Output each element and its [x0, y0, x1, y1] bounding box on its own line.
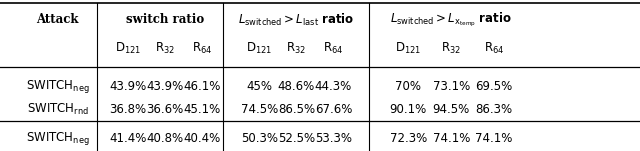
Text: 48.6%: 48.6% — [278, 80, 315, 93]
Text: 36.8%: 36.8% — [109, 103, 147, 116]
Text: $\mathrm{R}_{32}$: $\mathrm{R}_{32}$ — [441, 41, 461, 56]
Text: 46.1%: 46.1% — [184, 80, 221, 93]
Text: switch ratio: switch ratio — [126, 13, 204, 26]
Text: 86.3%: 86.3% — [476, 103, 513, 116]
Text: 86.5%: 86.5% — [278, 103, 315, 116]
Text: 36.6%: 36.6% — [147, 103, 184, 116]
Text: 74.1%: 74.1% — [433, 132, 470, 145]
Text: 45%: 45% — [246, 80, 272, 93]
Text: $L_{\rm switched} > L_{\rm last}\ \mathbf{ratio}$: $L_{\rm switched} > L_{\rm last}\ \mathb… — [238, 12, 355, 28]
Text: $\mathrm{R}_{64}$: $\mathrm{R}_{64}$ — [484, 41, 504, 56]
Text: 40.4%: 40.4% — [184, 132, 221, 145]
Text: $\mathrm{D}_{121}$: $\mathrm{D}_{121}$ — [115, 41, 141, 56]
Text: 43.9%: 43.9% — [109, 80, 147, 93]
Text: 74.5%: 74.5% — [241, 103, 278, 116]
Text: 72.3%: 72.3% — [390, 132, 427, 145]
Text: $\mathrm{D}_{121}$: $\mathrm{D}_{121}$ — [396, 41, 421, 56]
Text: $\mathrm{R}_{64}$: $\mathrm{R}_{64}$ — [323, 41, 344, 56]
Text: 50.3%: 50.3% — [241, 132, 278, 145]
Text: 90.1%: 90.1% — [390, 103, 427, 116]
Text: $\mathrm{D}_{121}$: $\mathrm{D}_{121}$ — [246, 41, 272, 56]
Text: SWITCH$_{\mathrm{neg}}$: SWITCH$_{\mathrm{neg}}$ — [26, 78, 90, 95]
Text: 69.5%: 69.5% — [476, 80, 513, 93]
Text: 70%: 70% — [396, 80, 421, 93]
Text: 43.9%: 43.9% — [147, 80, 184, 93]
Text: 67.6%: 67.6% — [315, 103, 352, 116]
Text: $\mathrm{R}_{32}$: $\mathrm{R}_{32}$ — [155, 41, 175, 56]
Text: 94.5%: 94.5% — [433, 103, 470, 116]
Text: $\mathrm{R}_{32}$: $\mathrm{R}_{32}$ — [286, 41, 307, 56]
Text: 40.8%: 40.8% — [147, 132, 184, 145]
Text: 44.3%: 44.3% — [315, 80, 352, 93]
Text: 52.5%: 52.5% — [278, 132, 315, 145]
Text: 74.1%: 74.1% — [476, 132, 513, 145]
Text: Attack: Attack — [36, 13, 79, 26]
Text: 73.1%: 73.1% — [433, 80, 470, 93]
Text: $L_{\rm switched} > L_{{\rm x}_{\rm temp}}\ \mathbf{ratio}$: $L_{\rm switched} > L_{{\rm x}_{\rm temp… — [390, 11, 512, 29]
Text: 41.4%: 41.4% — [109, 132, 147, 145]
Text: $\mathrm{R}_{64}$: $\mathrm{R}_{64}$ — [192, 41, 212, 56]
Text: 53.3%: 53.3% — [315, 132, 352, 145]
Text: SWITCH$_{\mathrm{rnd}}$: SWITCH$_{\mathrm{rnd}}$ — [27, 102, 88, 117]
Text: SWITCH$_{\mathrm{neg}}$: SWITCH$_{\mathrm{neg}}$ — [26, 130, 90, 147]
Text: 45.1%: 45.1% — [184, 103, 221, 116]
